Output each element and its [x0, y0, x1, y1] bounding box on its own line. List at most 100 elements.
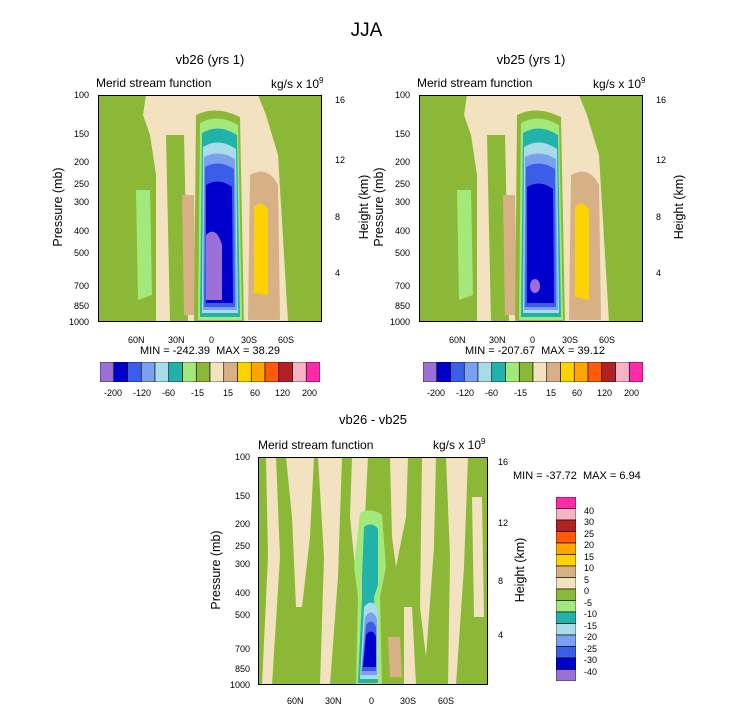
panel1-height-tick: 4 [335, 268, 341, 278]
panel1-left-label: Merid stream function [96, 76, 212, 90]
panel2-pressure-tick: 500 [394, 248, 410, 258]
colorbar-swatch [292, 362, 307, 382]
panel2-colorbar-label: 200 [624, 388, 640, 398]
colorbar-swatch [168, 362, 183, 382]
panel2-colorbar-label: 15 [546, 388, 557, 398]
colorbar-swatch [587, 362, 603, 382]
panel3-pressure-tick: 300 [234, 559, 250, 569]
panel1-pressure-tick: 250 [73, 179, 89, 189]
panel2-height-tick: 4 [656, 268, 662, 278]
colorbar-swatch [556, 657, 576, 670]
panel2-ylabel-right: Height (km) [672, 174, 686, 240]
colorbar-swatch [237, 362, 252, 382]
panel3-colorbar-label: 40 [584, 506, 595, 516]
colorbar-swatch [556, 669, 576, 681]
panel1-x-tick: 30N [168, 335, 185, 345]
panel3-x-tick: 60S [438, 696, 455, 706]
panel3-colorbar-label: 0 [584, 586, 590, 596]
panel2-pressure-tick: 250 [394, 179, 410, 189]
panel1-ylabel-right: Height (km) [357, 174, 371, 240]
colorbar-swatch [556, 623, 576, 636]
panel3-colorbar-label: -40 [584, 667, 598, 677]
panel2-colorbar-label: -15 [514, 388, 528, 398]
colorbar-swatch [546, 362, 561, 382]
panel2-title: vb25 (yrs 1) [496, 52, 566, 67]
panel1-x-tick: 60S [278, 335, 295, 345]
colorbar-swatch [560, 362, 575, 382]
panel2-colorbar [423, 362, 643, 382]
panel2-pressure-tick: 400 [394, 226, 410, 236]
panel2-height-tick: 8 [656, 212, 662, 222]
panel1-colorbar-label: -120 [133, 388, 152, 398]
panel2-x-tick: 0 [530, 335, 536, 345]
panel3-units: kg/s x 109 [433, 437, 486, 452]
panel2-x-tick: 60S [599, 335, 616, 345]
panel1-pressure-tick: 100 [73, 90, 89, 100]
panel2-units: kg/s x 109 [593, 76, 646, 91]
panel3-contour-plot [258, 457, 488, 685]
panel3-colorbar-label: 15 [584, 552, 595, 562]
colorbar-swatch [477, 362, 493, 382]
panel1-units: kg/s x 109 [271, 76, 324, 91]
panel2-x-tick: 30S [562, 335, 579, 345]
colorbar-swatch [518, 362, 534, 382]
panel3-height-tick: 16 [498, 457, 509, 467]
colorbar-swatch [100, 362, 115, 382]
panel1-pressure-tick: 700 [73, 281, 89, 291]
panel3-height-tick: 8 [498, 576, 504, 586]
panel3-x-tick: 0 [369, 696, 375, 706]
panel3-pressure-tick: 250 [234, 541, 250, 551]
panel2-pressure-tick: 200 [394, 157, 410, 167]
panel3-x-tick: 30N [325, 696, 342, 706]
panel3-ylabel-right: Height (km) [513, 537, 527, 603]
panel3-height-tick: 4 [498, 630, 504, 640]
colorbar-swatch [556, 554, 576, 567]
panel3-pressure-tick: 200 [234, 519, 250, 529]
panel2-colorbar-label: -200 [427, 388, 446, 398]
panel3-left-label: Merid stream function [258, 438, 374, 452]
panel2-ylabel: Pressure (mb) [372, 167, 386, 247]
panel3-colorbar-label: -15 [584, 621, 598, 631]
panel1-height-tick: 12 [335, 155, 346, 165]
colorbar-swatch [436, 362, 451, 382]
main-title: JJA [350, 20, 383, 41]
colorbar-swatch [573, 362, 589, 382]
panel2-x-tick: 60N [449, 335, 466, 345]
panel3-colorbar-label: 25 [584, 529, 595, 539]
panel3-ylabel: Pressure (mb) [209, 530, 223, 610]
colorbar-swatch [556, 646, 576, 659]
panel2-colorbar-label: -120 [456, 388, 475, 398]
panel1-x-tick: 30S [241, 335, 258, 345]
panel3-pressure-tick: 1000 [229, 680, 250, 690]
panel2-height-tick: 16 [656, 95, 667, 105]
panel1-pressure-tick: 150 [73, 129, 89, 139]
panel2-x-tick: 30N [489, 335, 506, 345]
panel3-min-max: MIN = -37.72 MAX = 6.94 [513, 470, 641, 482]
panel2-colorbar-label: -60 [485, 388, 499, 398]
panel1-colorbar-label: 120 [275, 388, 291, 398]
panel1-x-tick: 0 [209, 335, 215, 345]
colorbar-swatch [628, 362, 643, 382]
panel3-colorbar-label: 10 [584, 563, 595, 573]
colorbar-swatch [601, 362, 616, 382]
colorbar-swatch [505, 362, 520, 382]
panel2-min-max: MIN = -207.67 MAX = 39.12 [465, 345, 606, 357]
panel3-colorbar [556, 497, 576, 681]
panel1-colorbar [100, 362, 320, 382]
panel1-title: vb26 (yrs 1) [175, 52, 245, 67]
panel1-x-tick: 60N [128, 335, 145, 345]
panel1-colorbar-label: 15 [223, 388, 234, 398]
panel3-pressure-tick: 850 [234, 664, 250, 674]
panel1-pressure-tick: 300 [73, 197, 89, 207]
panel2-height-tick: 12 [656, 155, 667, 165]
colorbar-swatch [556, 508, 576, 521]
colorbar-swatch [450, 362, 465, 382]
colorbar-swatch [423, 362, 438, 382]
panel1-colorbar-label: -200 [104, 388, 123, 398]
panel3-colorbar-label: -5 [584, 598, 593, 608]
colorbar-swatch [113, 362, 128, 382]
panel3-pressure-tick: 150 [234, 491, 250, 501]
panel3-colorbar-label: -10 [584, 609, 598, 619]
colorbar-swatch [463, 362, 479, 382]
colorbar-swatch [532, 362, 548, 382]
